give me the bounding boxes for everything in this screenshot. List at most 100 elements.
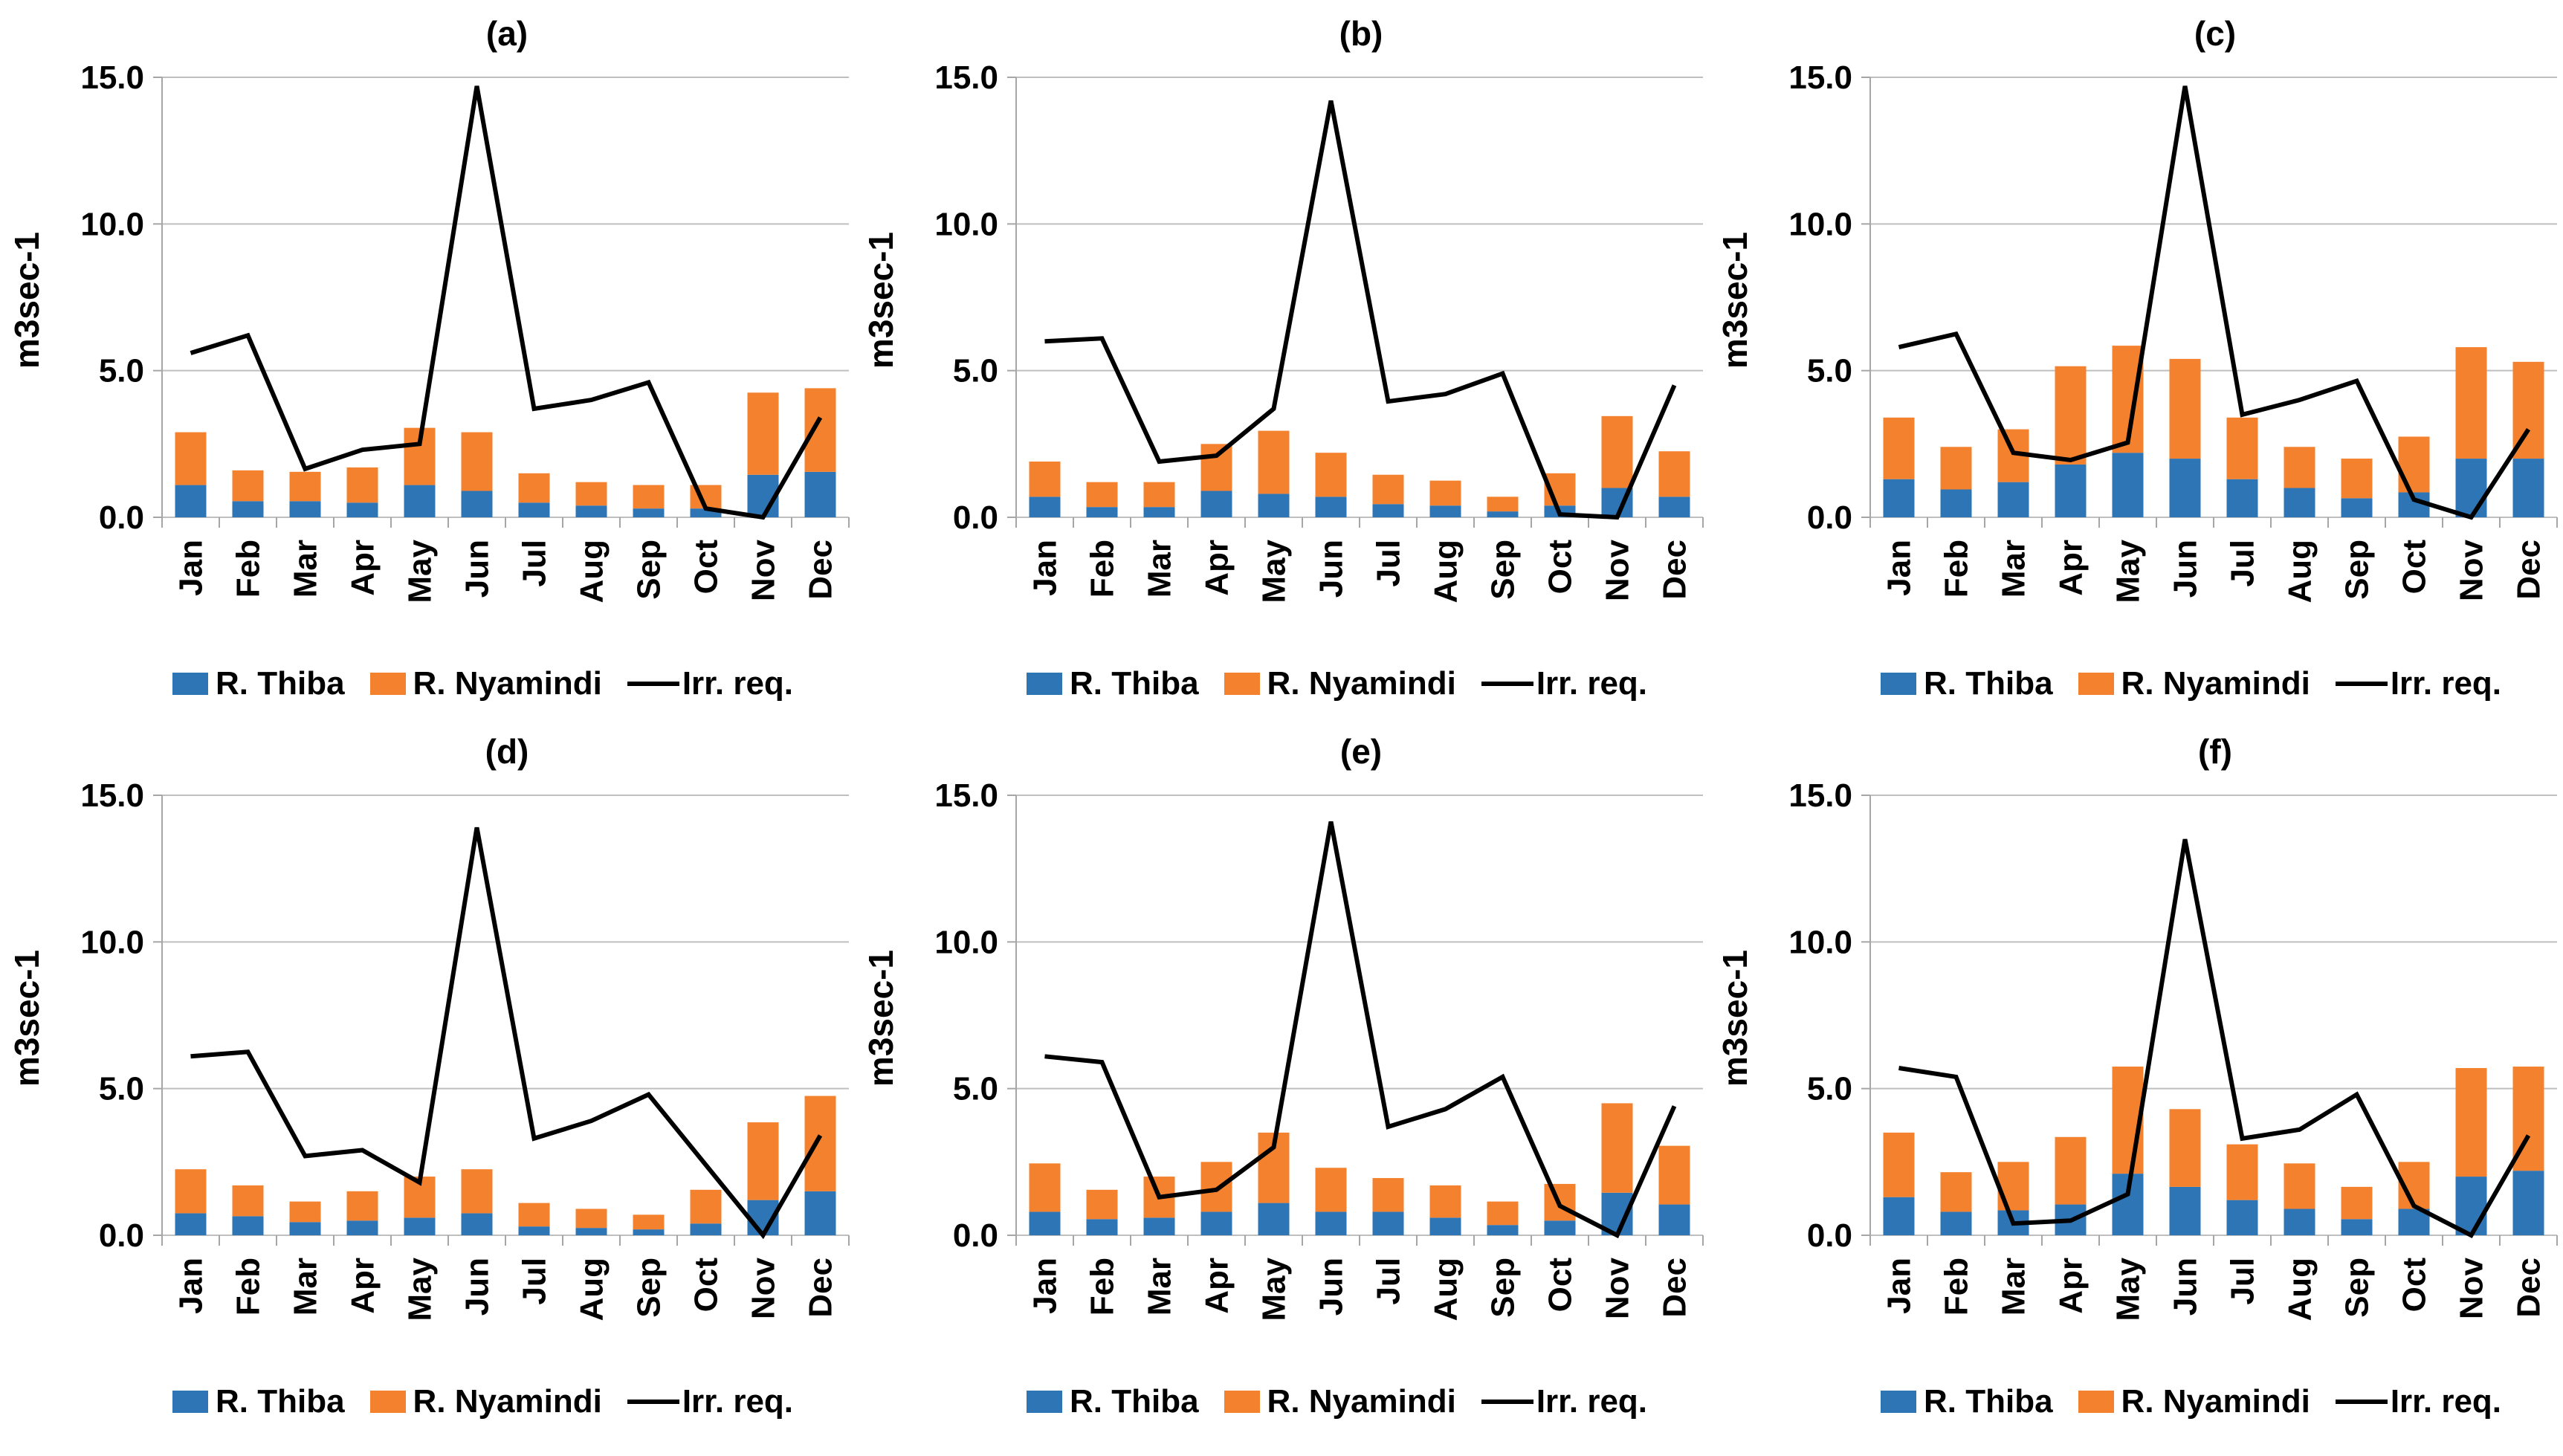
x-tick-label-may: May — [402, 1257, 439, 1321]
x-tick-label-jan: Jan — [173, 1258, 210, 1314]
irr-line-swatch-icon — [627, 682, 679, 686]
x-tick-label-apr: Apr — [2053, 540, 2089, 596]
bar-r-thiba-dec — [1658, 496, 1690, 517]
x-tick-label-oct: Oct — [1542, 1258, 1579, 1313]
panel-plot-d: 0.0 5.0 10.0 15.0 m3sec-1 Jan Feb Mar Apr May Jun J… — [7, 777, 850, 1321]
x-tick-label-oct: Oct — [1542, 540, 1579, 595]
chart-panel-e: (e) 0.0 5.0 10.0 15.0 m3sec-1 Jan Feb Mar Apr May… — [854, 725, 1708, 1443]
legend-label-thiba: R. Thiba — [1923, 1383, 2053, 1420]
bar-r-nyamindi-jul — [1372, 1178, 1404, 1212]
bar-r-nyamindi-oct — [690, 1189, 722, 1224]
irr-line-swatch-icon — [1481, 1400, 1533, 1404]
irr-line-swatch-icon — [1481, 682, 1533, 686]
bar-r-nyamindi-aug — [1429, 480, 1461, 506]
bar-r-nyamindi-sep — [2341, 1186, 2373, 1220]
x-tick-label-jul: Jul — [1371, 1258, 1407, 1305]
panel-plot-a: 0.0 5.0 10.0 15.0 m3sec-1 Jan Feb Mar Apr May Jun J… — [7, 59, 850, 604]
bar-r-thiba-oct — [690, 508, 722, 517]
bar-r-nyamindi-nov — [2455, 347, 2487, 459]
bar-r-nyamindi-apr — [2055, 366, 2087, 465]
bar-r-nyamindi-jan — [1029, 462, 1061, 497]
chart-panel-c: (c) 0.0 5.0 10.0 15.0 m3sec-1 Jan Feb Mar Apr May… — [1708, 7, 2562, 725]
bar-r-thiba-aug — [2284, 1209, 2315, 1235]
bar-r-nyamindi-dec — [804, 1096, 836, 1191]
legend-label-thiba: R. Thiba — [215, 665, 345, 702]
y-tick-label-0: 0.0 — [99, 1217, 144, 1254]
chart-panel-d: (d) 0.0 5.0 10.0 15.0 m3sec-1 Jan Feb Mar Apr May… — [0, 725, 854, 1443]
y-tick-label-0: 0.0 — [1807, 499, 1852, 536]
legend-a: R. Thiba R. Nyamindi Irr. req. — [0, 665, 854, 702]
legend-item-nyamindi: R. Nyamindi — [369, 1383, 602, 1420]
y-tick-label-5: 5.0 — [99, 1071, 144, 1107]
bar-r-nyamindi-sep — [633, 485, 665, 509]
bar-r-thiba-jul — [1372, 1211, 1404, 1235]
bar-r-thiba-dec — [2512, 1171, 2544, 1235]
legend-item-thiba: R. Thiba — [1880, 1383, 2053, 1420]
bar-r-thiba-apr — [1200, 1211, 1232, 1235]
y-tick-label-5: 5.0 — [953, 1071, 998, 1107]
panel-plot-f: 0.0 5.0 10.0 15.0 m3sec-1 Jan Feb Mar Apr May Jun J… — [1716, 777, 2558, 1321]
x-tick-label-sep: Sep — [2339, 1258, 2376, 1318]
x-tick-label-nov: Nov — [1600, 1257, 1636, 1319]
bar-r-thiba-sep — [1487, 511, 1519, 517]
bar-r-thiba-sep — [633, 508, 665, 517]
bar-r-thiba-jun — [2169, 459, 2201, 517]
bar-r-nyamindi-jul — [518, 1203, 550, 1227]
x-tick-label-jun: Jun — [1313, 1258, 1350, 1316]
bar-r-thiba-aug — [1429, 505, 1461, 517]
x-tick-label-jul: Jul — [1371, 540, 1407, 587]
x-tick-label-jul: Jul — [2225, 1258, 2261, 1305]
legend-b: R. Thiba R. Nyamindi Irr. req. — [854, 665, 1708, 702]
panel-plot-c: 0.0 5.0 10.0 15.0 m3sec-1 Jan Feb Mar Apr May Jun J… — [1716, 59, 2558, 604]
y-tick-label-0: 0.0 — [1807, 1217, 1852, 1254]
legend-item-nyamindi: R. Nyamindi — [1224, 665, 1456, 702]
legend-label-irr: Irr. req. — [1536, 665, 1648, 702]
bar-r-nyamindi-may — [1258, 430, 1290, 494]
bar-r-nyamindi-nov — [747, 1122, 779, 1200]
legend-e: R. Thiba R. Nyamindi Irr. req. — [854, 1383, 1708, 1420]
y-tick-label-0: 0.0 — [99, 499, 144, 536]
bar-r-nyamindi-mar — [289, 1201, 321, 1223]
panel-title-f: (f) — [2198, 732, 2232, 771]
x-tick-label-jun: Jun — [2168, 540, 2204, 598]
bar-r-nyamindi-apr — [346, 467, 378, 503]
legend-label-irr: Irr. req. — [1536, 1383, 1648, 1420]
bar-r-thiba-aug — [575, 505, 607, 517]
x-tick-label-dec: Dec — [2511, 540, 2547, 600]
bar-r-nyamindi-jan — [1883, 417, 1915, 479]
bar-r-thiba-feb — [232, 501, 264, 517]
legend-label-thiba: R. Thiba — [215, 1383, 345, 1420]
x-tick-label-jul: Jul — [2225, 540, 2261, 587]
bar-r-nyamindi-oct — [2398, 436, 2430, 493]
bar-r-nyamindi-aug — [2284, 1163, 2315, 1209]
irr-req-line — [1898, 838, 2531, 1238]
bar-r-nyamindi-jun — [461, 432, 493, 491]
x-tick-label-nov: Nov — [2454, 1257, 2490, 1319]
x-tick-label-may: May — [1256, 1257, 1293, 1321]
x-tick-label-nov: Nov — [746, 539, 782, 601]
bar-r-nyamindi-jan — [1029, 1163, 1061, 1212]
bar-r-nyamindi-sep — [1487, 1201, 1519, 1226]
bar-r-thiba-may — [1258, 1203, 1290, 1235]
x-tick-label-jan: Jan — [1881, 1258, 1918, 1314]
bar-r-nyamindi-apr — [1200, 1162, 1232, 1212]
bar-r-nyamindi-mar — [1997, 1162, 2029, 1211]
y-tick-label-10: 10.0 — [80, 206, 144, 242]
x-tick-label-mar: Mar — [1142, 1258, 1178, 1316]
bar-r-thiba-sep — [633, 1229, 665, 1235]
y-tick-label-5: 5.0 — [953, 353, 998, 389]
bar-r-thiba-jul — [2226, 479, 2258, 517]
x-tick-label-sep: Sep — [1485, 1258, 1522, 1318]
nyamindi-swatch-icon — [369, 673, 406, 695]
bar-r-thiba-dec — [2512, 459, 2544, 517]
thiba-swatch-icon — [172, 673, 208, 695]
x-tick-label-aug: Aug — [1428, 1258, 1464, 1321]
legend-label-thiba: R. Thiba — [1923, 665, 2053, 702]
x-tick-label-apr: Apr — [2053, 1258, 2089, 1314]
bar-r-nyamindi-jul — [518, 473, 550, 503]
bar-r-thiba-jan — [1883, 479, 1915, 517]
irr-line-swatch-icon — [2335, 682, 2388, 686]
y-tick-label-15: 15.0 — [1788, 59, 1852, 96]
legend-item-nyamindi: R. Nyamindi — [1224, 1383, 1456, 1420]
nyamindi-swatch-icon — [2078, 1391, 2114, 1413]
